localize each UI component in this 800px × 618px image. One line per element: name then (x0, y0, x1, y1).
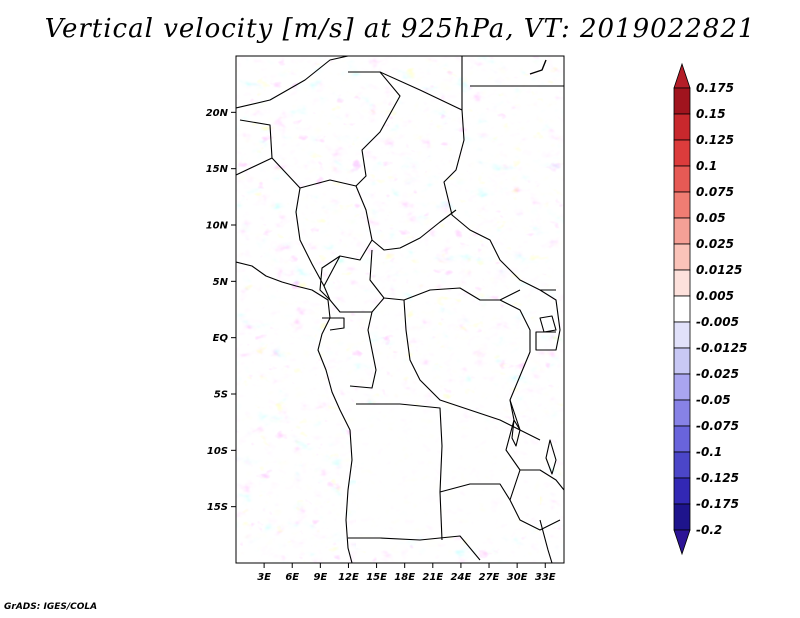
lon-tick-label: 27E (479, 572, 500, 583)
lon-tick-label: 21E (422, 572, 443, 583)
colorbar-level-label: -0.1 (696, 445, 722, 459)
colorbar-level-label: 0.05 (696, 211, 726, 225)
colorbar-level-label: 0.0125 (696, 263, 742, 277)
colorbar-segment (673, 503, 691, 531)
colorbar-segment (673, 399, 691, 427)
lat-tick-label: 10S (207, 446, 228, 457)
lon-tick-label: 12E (338, 572, 359, 583)
lon-tick-label: 33E (535, 572, 556, 583)
colorbar-level-label: -0.0125 (696, 341, 747, 355)
colorbar-segment (673, 295, 691, 323)
lon-tick-label: 24E (451, 572, 472, 583)
colorbar-level-label: -0.125 (696, 471, 739, 485)
colorbar-segment (673, 87, 691, 115)
longitude-axis: 3E 6E 9E 12E 15E 18E 21E 24E 27E 30E 33E (257, 563, 556, 583)
lat-tick-label: EQ (213, 333, 229, 344)
lat-tick-label: 15N (206, 164, 229, 175)
lat-tick-label: 5S (214, 390, 228, 401)
colorbar-segment (673, 269, 691, 297)
colorbar-segment (673, 217, 691, 245)
colorbar-level-label: -0.005 (696, 315, 739, 329)
lon-tick-label: 6E (285, 572, 299, 583)
colorbar-level-label: 0.075 (696, 185, 734, 199)
colorbar-segment (673, 451, 691, 479)
colorbar-segment (673, 321, 691, 349)
colorbar-segment (673, 165, 691, 193)
colorbar-level-label: -0.075 (696, 419, 739, 433)
lat-tick-label: 15S (207, 502, 228, 513)
lon-tick-label: 15E (366, 572, 387, 583)
colorbar-level-label: -0.05 (696, 393, 731, 407)
country-borders (236, 56, 564, 563)
colorbar-segment (673, 425, 691, 453)
colorbar-bottom-arrow (673, 529, 691, 556)
colorbar-level-label: -0.2 (696, 523, 722, 537)
colorbar-level-label: -0.175 (696, 497, 739, 511)
lon-tick-label: 3E (257, 572, 271, 583)
map-title: Vertical velocity [m/s] at 925hPa, VT: 2… (44, 14, 756, 44)
colorbar-segment (673, 243, 691, 271)
colorbar-level-label: 0.175 (696, 81, 734, 95)
lon-tick-label: 30E (507, 572, 528, 583)
colorbar-segment (673, 373, 691, 401)
map-frame (235, 55, 565, 564)
lat-tick-label: 5N (213, 277, 229, 288)
colorbar-level-label: -0.025 (696, 367, 739, 381)
colorbar-level-label: 0.15 (696, 107, 726, 121)
colorbar: 0.175 0.15 0.125 0.1 0.075 0.05 0.025 0.0125 0.0… (673, 62, 747, 556)
colorbar-level-label: 0.125 (696, 133, 734, 147)
colorbar-segment (673, 113, 691, 141)
lon-tick-label: 9E (313, 572, 327, 583)
lat-tick-label: 20N (206, 108, 229, 119)
latitude-axis: 20N 15N 10N 5N EQ 5S 10S 15S (206, 108, 236, 513)
colorbar-level-label: 0.025 (696, 237, 734, 251)
colorbar-segment (673, 139, 691, 167)
colorbar-level-label: 0.1 (696, 159, 717, 173)
colorbar-segment (673, 477, 691, 505)
colorbar-level-label: 0.005 (696, 289, 734, 303)
grads-credit: GrADS: IGES/COLA (4, 602, 98, 612)
colorbar-top-arrow (673, 62, 691, 89)
colorbar-segment (673, 191, 691, 219)
lon-tick-label: 18E (394, 572, 415, 583)
lat-tick-label: 10N (206, 221, 229, 232)
colorbar-segment (673, 347, 691, 375)
velocity-field (236, 56, 564, 563)
